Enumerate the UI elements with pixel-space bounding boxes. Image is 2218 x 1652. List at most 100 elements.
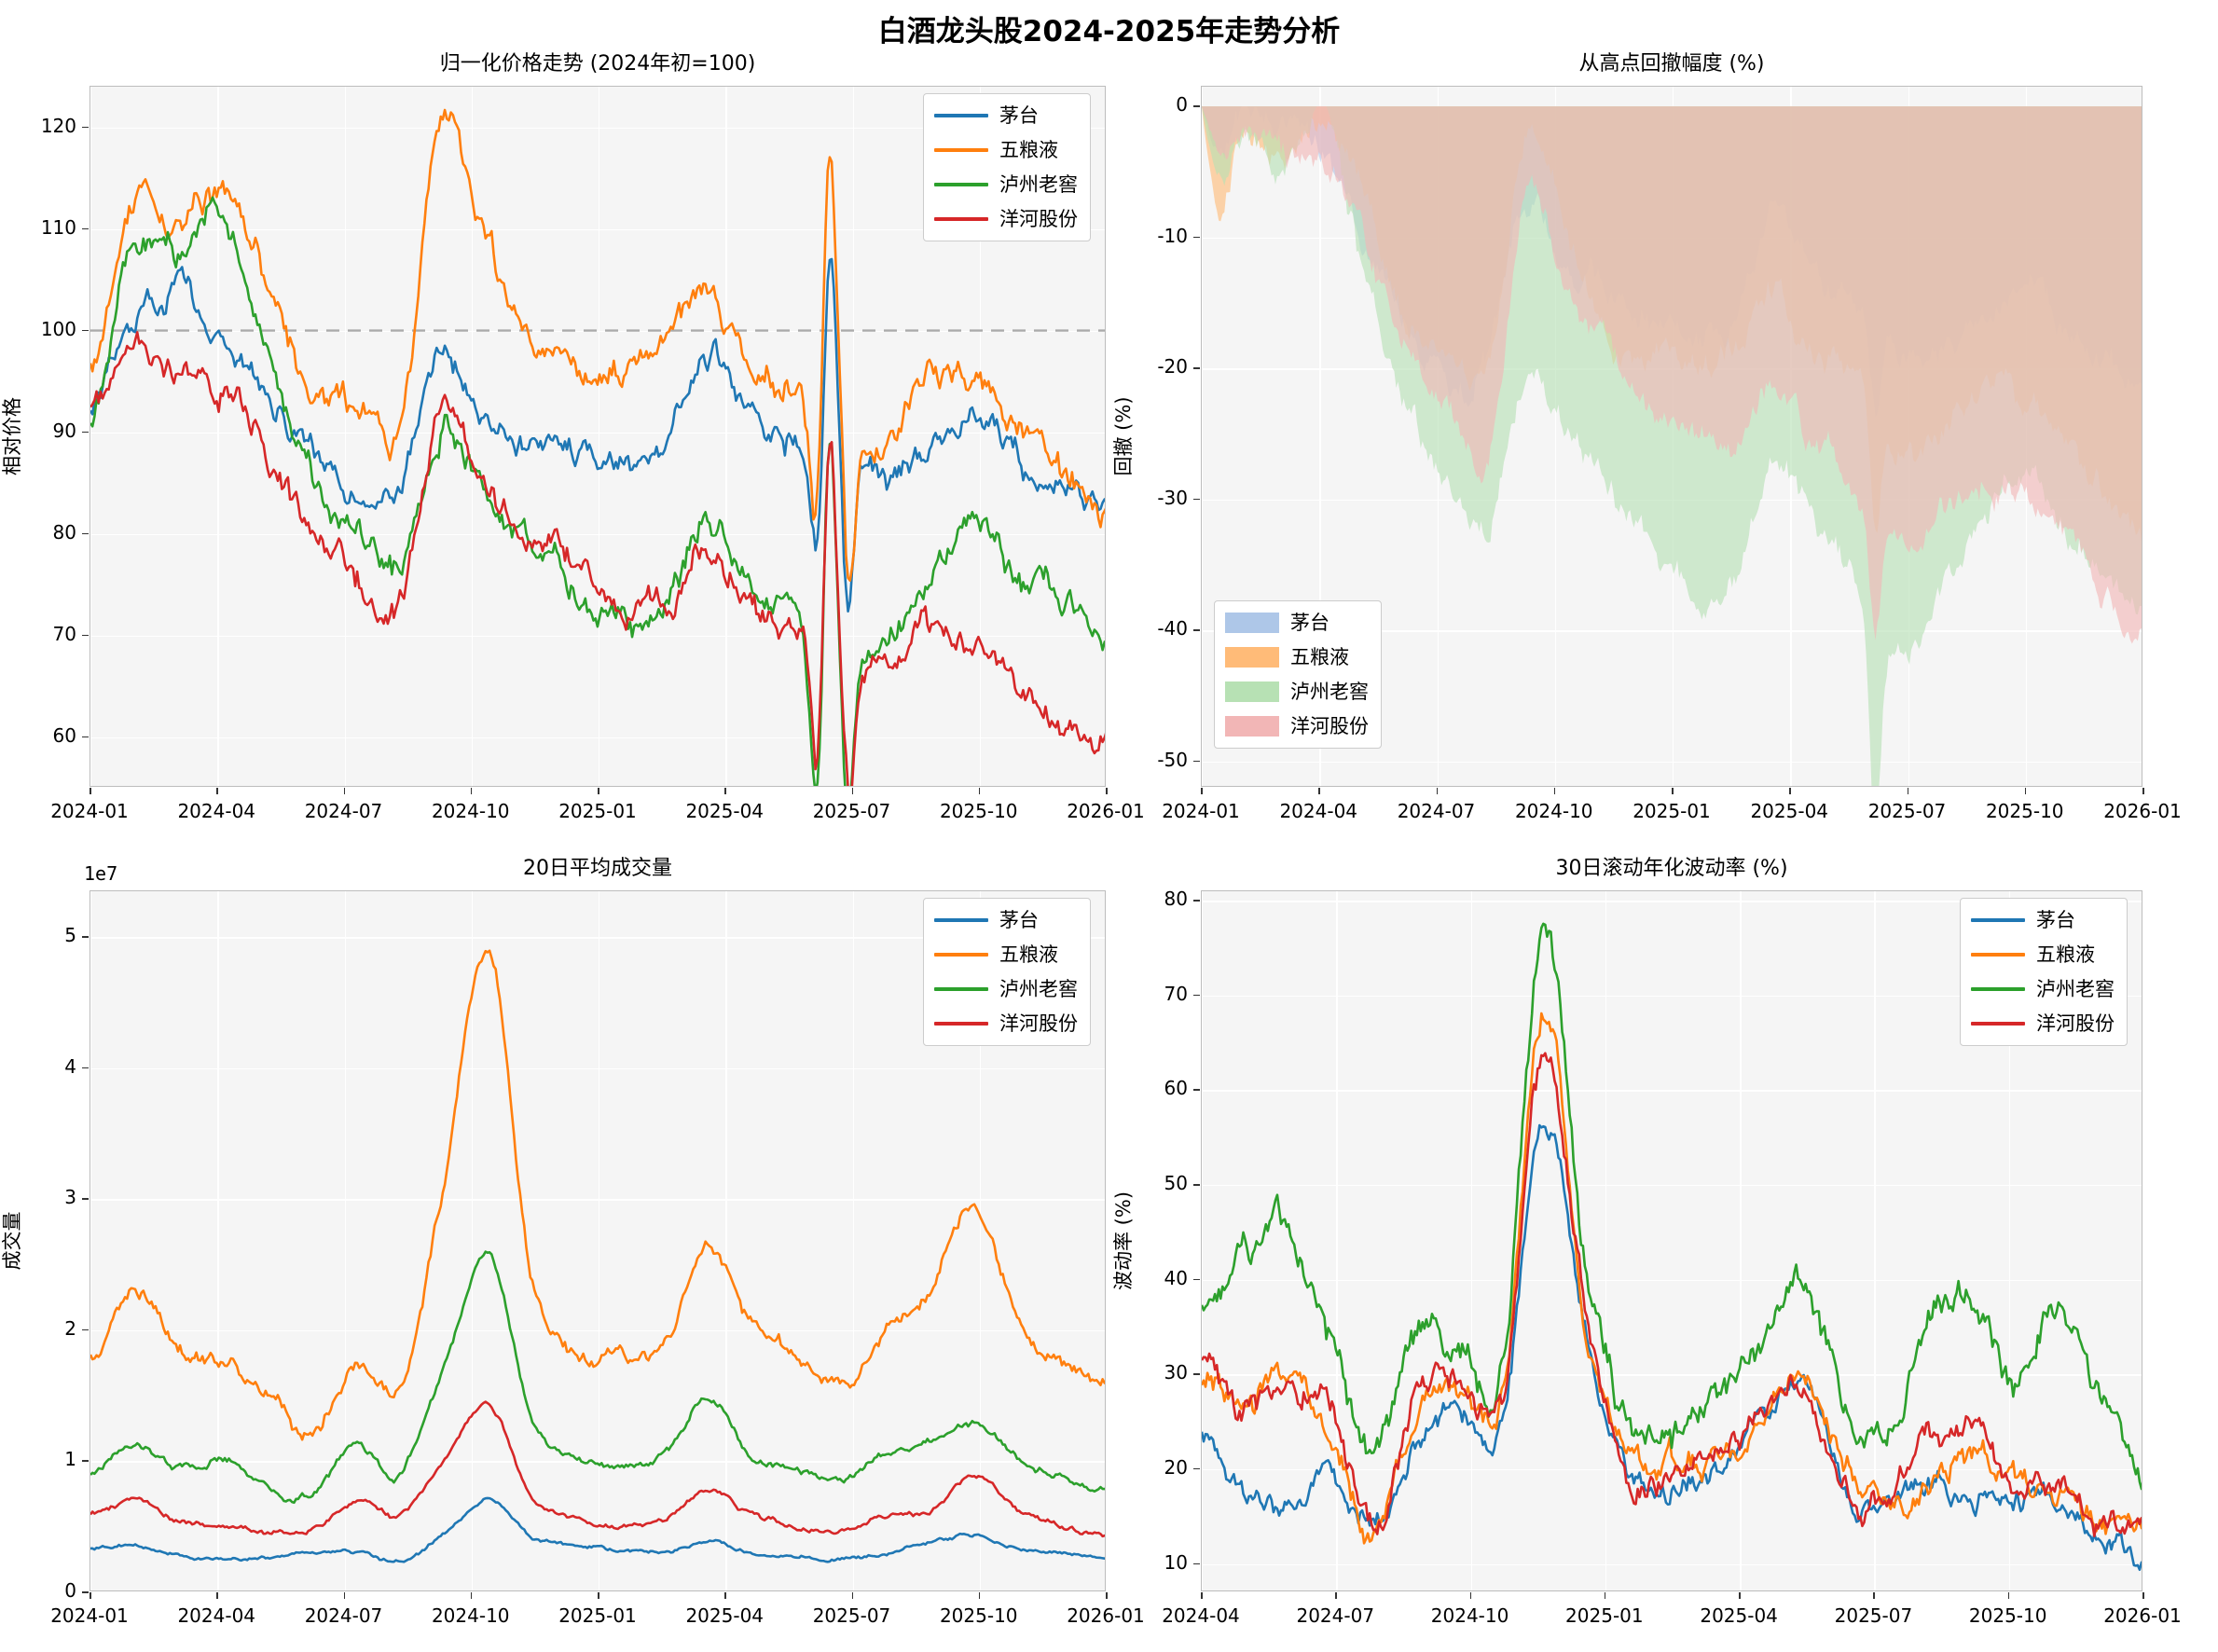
- legend-label: 五粮液: [999, 138, 1058, 161]
- xtick-mark: [978, 788, 981, 794]
- gridline-x: [90, 87, 92, 786]
- ytick-label: 90: [52, 419, 76, 442]
- xtick-label: 2026-01: [1067, 800, 1145, 822]
- series-line-2: [90, 196, 1105, 786]
- legend-label: 泸州老窖: [2036, 977, 2115, 1000]
- series-line-1: [90, 949, 1105, 1441]
- ylabel-drawdown: 回撤 (%): [1112, 396, 1135, 476]
- plot-surface: [90, 108, 1105, 786]
- xtick-mark: [2007, 1592, 2010, 1599]
- ytick-label: 70: [1164, 982, 1188, 1005]
- legend-label: 泸州老窖: [999, 977, 1078, 1000]
- ytick-mark: [82, 329, 89, 332]
- gridline-x: [217, 87, 219, 786]
- gridline-x: [852, 87, 854, 786]
- gridline-y: [90, 1461, 1105, 1463]
- gridline-x: [1319, 87, 1321, 786]
- legend-item[interactable]: 泸州老窖: [1971, 976, 2115, 1002]
- ytick-mark: [1193, 1278, 1200, 1281]
- legend-item[interactable]: 茅台: [934, 103, 1078, 129]
- gridline-x: [2008, 891, 2011, 1590]
- legend-swatch: [934, 987, 988, 991]
- ytick-mark: [82, 736, 89, 738]
- xtick-label: 2024-01: [50, 1604, 129, 1627]
- gridline-y: [90, 937, 1105, 939]
- gridline-x: [90, 891, 92, 1590]
- legend-swatch: [1971, 918, 2025, 922]
- legend-item[interactable]: 五粮液: [934, 137, 1078, 163]
- ytick-mark: [82, 1460, 89, 1463]
- legend-swatch: [1225, 613, 1279, 633]
- xtick-mark: [598, 1592, 599, 1599]
- legend-item[interactable]: 五粮液: [934, 942, 1078, 968]
- series-line-3: [1202, 1052, 2142, 1537]
- series-line-0: [90, 257, 1105, 613]
- gridline-x: [217, 891, 219, 1590]
- plot-surface: [1202, 106, 2142, 786]
- xtick-label: 2025-10: [1985, 800, 2064, 822]
- legend-swatch: [1225, 681, 1279, 702]
- xtick-label: 2025-04: [685, 1604, 765, 1627]
- legend-item[interactable]: 泸州老窖: [934, 172, 1078, 198]
- xtick-label: 2025-07: [1834, 1604, 1913, 1627]
- gridline-x: [344, 87, 346, 786]
- gridline-y: [1202, 1279, 2142, 1282]
- ytick-mark: [1193, 629, 1200, 631]
- xtick-mark: [1201, 1592, 1203, 1599]
- xtick-label: 2024-01: [50, 800, 129, 822]
- legend-item[interactable]: 洋河股份: [1225, 713, 1369, 739]
- legend-item[interactable]: 洋河股份: [1971, 1011, 2115, 1037]
- legend-price[interactable]: 茅台五粮液泸州老窖洋河股份: [923, 93, 1091, 241]
- ytick-label: 30: [1164, 1361, 1188, 1384]
- xtick-label: 2025-04: [1750, 800, 1829, 822]
- xtick-label: 2026-01: [1067, 1604, 1145, 1627]
- xtick-mark: [598, 788, 599, 794]
- ytick-label: -40: [1157, 617, 1188, 640]
- ytick-mark: [1193, 1373, 1200, 1375]
- ytick-label: 20: [1164, 1455, 1188, 1479]
- gridline-x: [1470, 891, 1472, 1590]
- ytick-label: 4: [64, 1054, 76, 1078]
- xtick-label: 2024-10: [1430, 1604, 1509, 1627]
- legend-volatility[interactable]: 茅台五粮液泸州老窖洋河股份: [1960, 898, 2128, 1046]
- legend-swatch: [934, 953, 988, 957]
- legend-item[interactable]: 五粮液: [1225, 644, 1369, 670]
- xtick-label: 2025-01: [1565, 1604, 1644, 1627]
- xtick-label: 2024-10: [431, 800, 510, 822]
- xtick-label: 2025-07: [1867, 800, 1947, 822]
- ytick-label: 5: [64, 924, 76, 947]
- xtick-label: 2024-07: [1296, 1604, 1375, 1627]
- legend-item[interactable]: 洋河股份: [934, 1011, 1078, 1037]
- legend-label: 洋河股份: [1290, 714, 1369, 737]
- legend-item[interactable]: 洋河股份: [934, 206, 1078, 232]
- legend-swatch: [934, 217, 988, 221]
- ytick-mark: [82, 1328, 89, 1331]
- xtick-mark: [1553, 788, 1556, 794]
- xtick-mark: [90, 1592, 91, 1599]
- legend-item[interactable]: 五粮液: [1971, 942, 2115, 968]
- xtick-label: 2026-01: [2103, 1604, 2182, 1627]
- legend-item[interactable]: 泸州老窖: [1225, 679, 1369, 705]
- legend-label: 洋河股份: [999, 207, 1078, 230]
- legend-drawdown[interactable]: 茅台五粮液泸州老窖洋河股份: [1214, 600, 1382, 749]
- legend-item[interactable]: 泸州老窖: [934, 976, 1078, 1002]
- xtick-mark: [343, 788, 346, 794]
- gridline-y: [90, 533, 1105, 535]
- gridline-y: [90, 228, 1105, 230]
- legend-label: 五粮液: [1290, 645, 1349, 668]
- xtick-label: 2024-10: [1514, 800, 1593, 822]
- ytick-label: 80: [1164, 888, 1188, 911]
- xtick-mark: [1789, 788, 1791, 794]
- legend-volume[interactable]: 茅台五粮液泸州老窖洋河股份: [923, 898, 1091, 1046]
- legend-item[interactable]: 茅台: [1971, 907, 2115, 933]
- gridline-y: [1202, 761, 2142, 764]
- xtick-mark: [470, 1592, 473, 1599]
- legend-item[interactable]: 茅台: [1225, 610, 1369, 636]
- xtick-mark: [1739, 1592, 1741, 1599]
- xtick-label: 2025-01: [558, 800, 637, 822]
- xtick-mark: [470, 788, 473, 794]
- legend-item[interactable]: 茅台: [934, 907, 1078, 933]
- xtick-mark: [1907, 788, 1909, 794]
- xtick-label: 2024-04: [177, 800, 256, 822]
- xtick-mark: [2024, 788, 2027, 794]
